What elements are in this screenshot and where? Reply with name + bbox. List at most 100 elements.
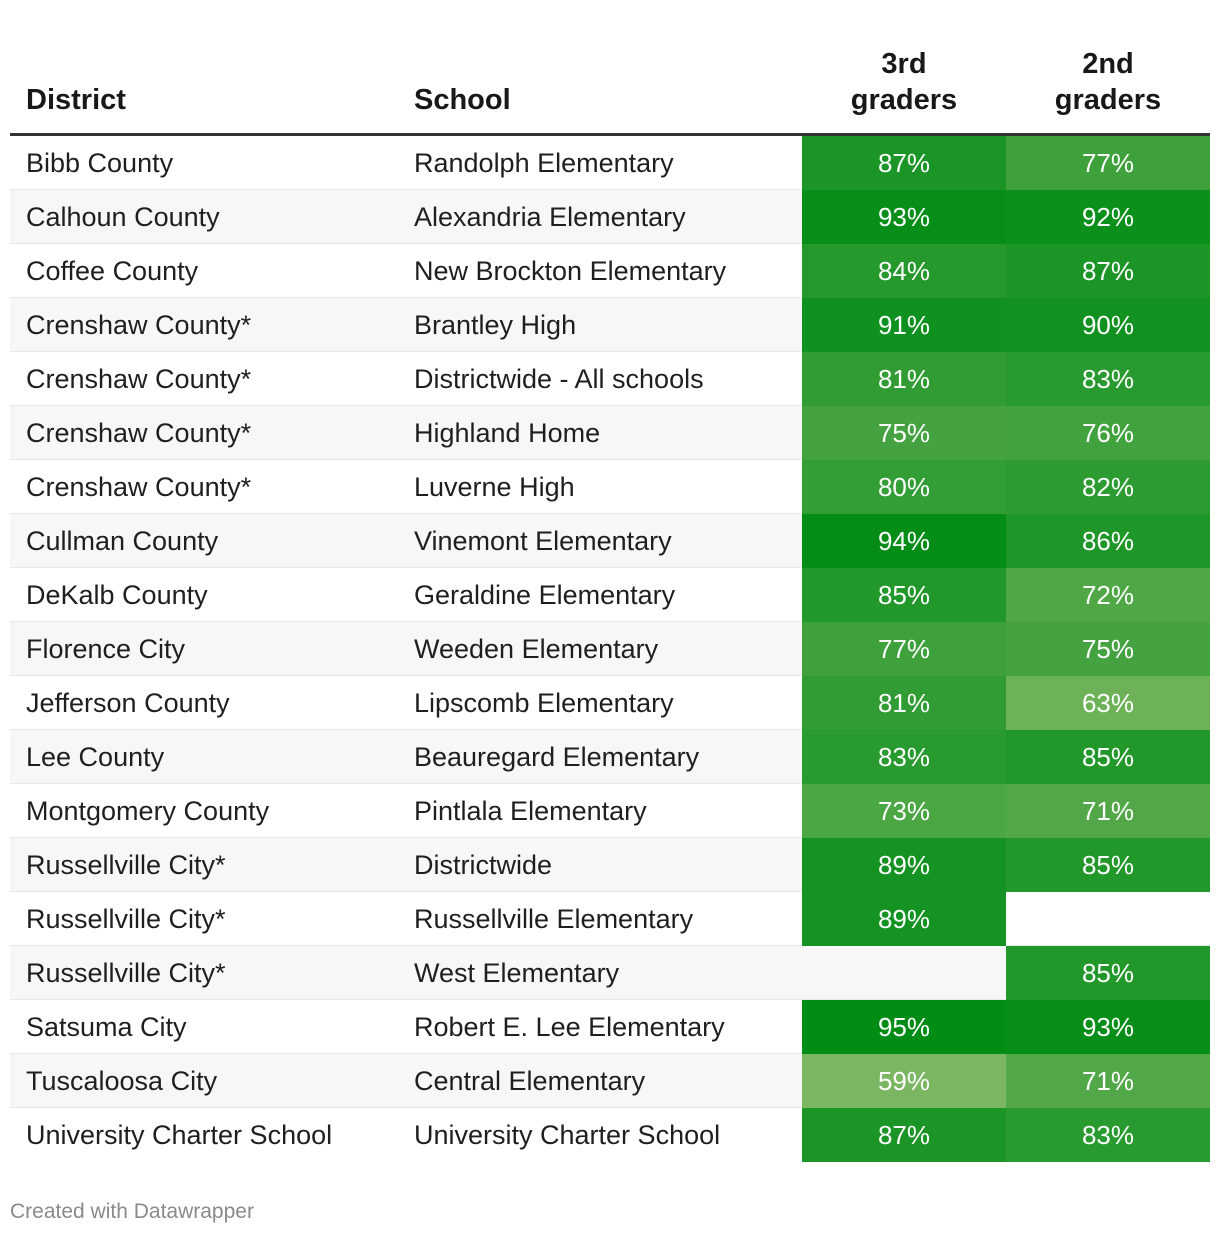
- cell-district: Russellville City*: [26, 904, 226, 934]
- cell-district: Crenshaw County*: [26, 472, 252, 502]
- cell-2nd-graders: 76%: [1006, 406, 1210, 460]
- cell-2nd-graders: 63%: [1006, 676, 1210, 730]
- cell-3rd-graders: 94%: [802, 514, 1006, 568]
- cell-school: Districtwide - All schools: [414, 364, 704, 394]
- cell-2nd-graders: 75%: [1006, 622, 1210, 676]
- cell-2nd-graders: 83%: [1006, 352, 1210, 406]
- cell-2nd-graders: 92%: [1006, 190, 1210, 244]
- cell-school: Russellville Elementary: [414, 904, 694, 934]
- cell-district: Lee County: [26, 742, 165, 772]
- cell-school: Weeden Elementary: [414, 634, 659, 664]
- cell-district: Cullman County: [26, 526, 219, 556]
- cell-district: DeKalb County: [26, 580, 208, 610]
- table-row: Florence City Weeden Elementary 77% 75%: [10, 622, 1210, 676]
- cell-3rd-graders: 83%: [802, 730, 1006, 784]
- cell-2nd-graders: 83%: [1006, 1108, 1210, 1162]
- cell-district: Crenshaw County*: [26, 310, 252, 340]
- cell-3rd-graders: 75%: [802, 406, 1006, 460]
- table-row: Calhoun County Alexandria Elementary 93% 92…: [10, 190, 1210, 244]
- header-3rd-line2: graders: [850, 84, 958, 116]
- table-row: Tuscaloosa City Central Elementary 59% 71%: [10, 1054, 1210, 1108]
- cell-district: Bibb County: [26, 148, 174, 178]
- cell-school: New Brockton Elementary: [414, 256, 727, 286]
- table-row: Crenshaw County* Highland Home 75% 76%: [10, 406, 1210, 460]
- cell-2nd-graders: 87%: [1006, 244, 1210, 298]
- cell-2nd-graders: 85%: [1006, 946, 1210, 1000]
- cell-district: Jefferson County: [26, 688, 230, 718]
- table-row: Jefferson County Lipscomb Elementary 81% 63…: [10, 676, 1210, 730]
- header-3rd-line1: 3rd: [881, 48, 927, 80]
- cell-2nd-graders: 85%: [1006, 838, 1210, 892]
- cell-2nd-graders: 71%: [1006, 784, 1210, 838]
- cell-2nd-graders: 86%: [1006, 514, 1210, 568]
- cell-district: University Charter School: [26, 1120, 333, 1150]
- cell-school: Central Elementary: [414, 1066, 646, 1096]
- cell-3rd-graders: 59%: [802, 1054, 1006, 1108]
- table-row: Crenshaw County* Luverne High 80% 82%: [10, 460, 1210, 514]
- table-row: Cullman County Vinemont Elementary 94% 86%: [10, 514, 1210, 568]
- cell-school: Robert E. Lee Elementary: [414, 1012, 725, 1042]
- table-header: District School 3rd graders 2nd graders: [10, 0, 1210, 136]
- header-2nd-line1: 2nd: [1082, 48, 1134, 80]
- cell-district: Tuscaloosa City: [26, 1066, 218, 1096]
- cell-2nd-graders: 93%: [1006, 1000, 1210, 1054]
- table-row: DeKalb County Geraldine Elementary 85% 72%: [10, 568, 1210, 622]
- table-row: Crenshaw County* Brantley High 91% 90%: [10, 298, 1210, 352]
- cell-school: Pintlala Elementary: [414, 796, 647, 826]
- cell-school: Highland Home: [414, 418, 601, 448]
- cell-2nd-graders: 90%: [1006, 298, 1210, 352]
- cell-3rd-graders: 89%: [802, 838, 1006, 892]
- cell-district: Satsuma City: [26, 1012, 187, 1042]
- cell-3rd-graders: 87%: [802, 136, 1006, 190]
- cell-2nd-graders: 77%: [1006, 136, 1210, 190]
- cell-3rd-graders: 91%: [802, 298, 1006, 352]
- table-row: Lee County Beauregard Elementary 83% 85%: [10, 730, 1210, 784]
- cell-3rd-graders: 81%: [802, 676, 1006, 730]
- header-district[interactable]: District: [26, 84, 126, 116]
- cell-3rd-graders: 77%: [802, 622, 1006, 676]
- header-2nd-graders[interactable]: 2nd graders: [1006, 46, 1210, 118]
- table-row: Montgomery County Pintlala Elementary 73% 7…: [10, 784, 1210, 838]
- cell-district: Russellville City*: [26, 958, 226, 988]
- cell-school: Lipscomb Elementary: [414, 688, 674, 718]
- table-row: Satsuma City Robert E. Lee Elementary 95% 9…: [10, 1000, 1210, 1054]
- table-body: Bibb County Randolph Elementary 87% 77% Calh…: [10, 136, 1210, 1162]
- cell-school: Geraldine Elementary: [414, 580, 676, 610]
- table-row: Russellville City* West Elementary 85%: [10, 946, 1210, 1000]
- cell-3rd-graders: 95%: [802, 1000, 1006, 1054]
- cell-district: Montgomery County: [26, 796, 270, 826]
- cell-district: Crenshaw County*: [26, 418, 252, 448]
- cell-3rd-graders: 89%: [802, 892, 1006, 946]
- cell-2nd-graders: 82%: [1006, 460, 1210, 514]
- cell-3rd-graders: 81%: [802, 352, 1006, 406]
- cell-school: Vinemont Elementary: [414, 526, 672, 556]
- cell-3rd-graders: [802, 946, 1006, 1000]
- cell-3rd-graders: 93%: [802, 190, 1006, 244]
- table-row: University Charter School University Char…: [10, 1108, 1210, 1162]
- cell-school: Randolph Elementary: [414, 148, 674, 178]
- header-school[interactable]: School: [414, 84, 511, 116]
- data-table: District School 3rd graders 2nd graders …: [10, 0, 1210, 1162]
- cell-2nd-graders: 72%: [1006, 568, 1210, 622]
- table-row: Crenshaw County* Districtwide - All schoo…: [10, 352, 1210, 406]
- table-row: Russellville City* Russellville Elementar…: [10, 892, 1210, 946]
- cell-district: Crenshaw County*: [26, 364, 252, 394]
- header-2nd-line2: graders: [1054, 84, 1162, 116]
- cell-3rd-graders: 73%: [802, 784, 1006, 838]
- cell-3rd-graders: 84%: [802, 244, 1006, 298]
- cell-2nd-graders: 85%: [1006, 730, 1210, 784]
- cell-district: Calhoun County: [26, 202, 220, 232]
- cell-3rd-graders: 85%: [802, 568, 1006, 622]
- cell-district: Coffee County: [26, 256, 199, 286]
- cell-3rd-graders: 80%: [802, 460, 1006, 514]
- table-row: Coffee County New Brockton Elementary 84% 8…: [10, 244, 1210, 298]
- cell-district: Russellville City*: [26, 850, 226, 880]
- cell-2nd-graders: [1006, 892, 1210, 946]
- cell-school: Brantley High: [414, 310, 577, 340]
- cell-2nd-graders: 71%: [1006, 1054, 1210, 1108]
- header-3rd-graders[interactable]: 3rd graders: [802, 46, 1006, 118]
- cell-school: Beauregard Elementary: [414, 742, 700, 772]
- cell-school: University Charter School: [414, 1120, 721, 1150]
- cell-school: Alexandria Elementary: [414, 202, 686, 232]
- footer-credit: Created with Datawrapper: [10, 1200, 254, 1223]
